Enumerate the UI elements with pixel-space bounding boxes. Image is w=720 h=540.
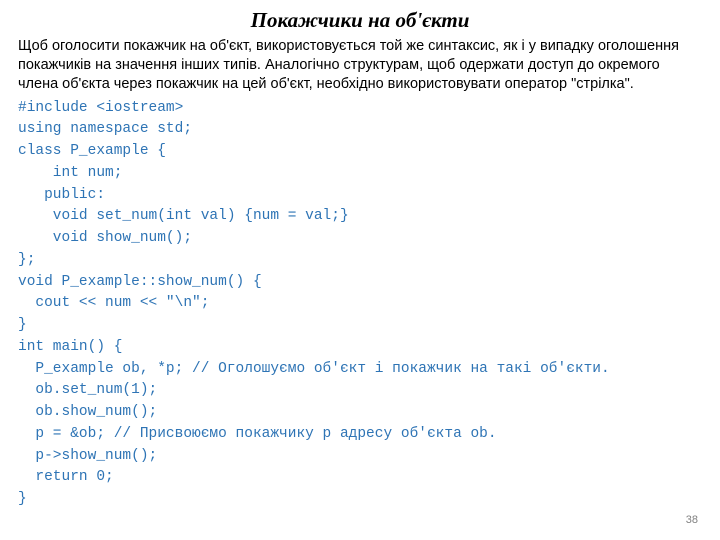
slide-content: Покажчики на об'єкти Щоб оголосити покаж…: [0, 0, 720, 519]
intro-paragraph: Щоб оголосити покажчик на об'єкт, викори…: [18, 37, 702, 94]
page-number: 38: [686, 514, 698, 526]
code-block: #include <iostream> using namespace std;…: [18, 98, 702, 511]
page-title: Покажчики на об'єкти: [18, 8, 702, 33]
